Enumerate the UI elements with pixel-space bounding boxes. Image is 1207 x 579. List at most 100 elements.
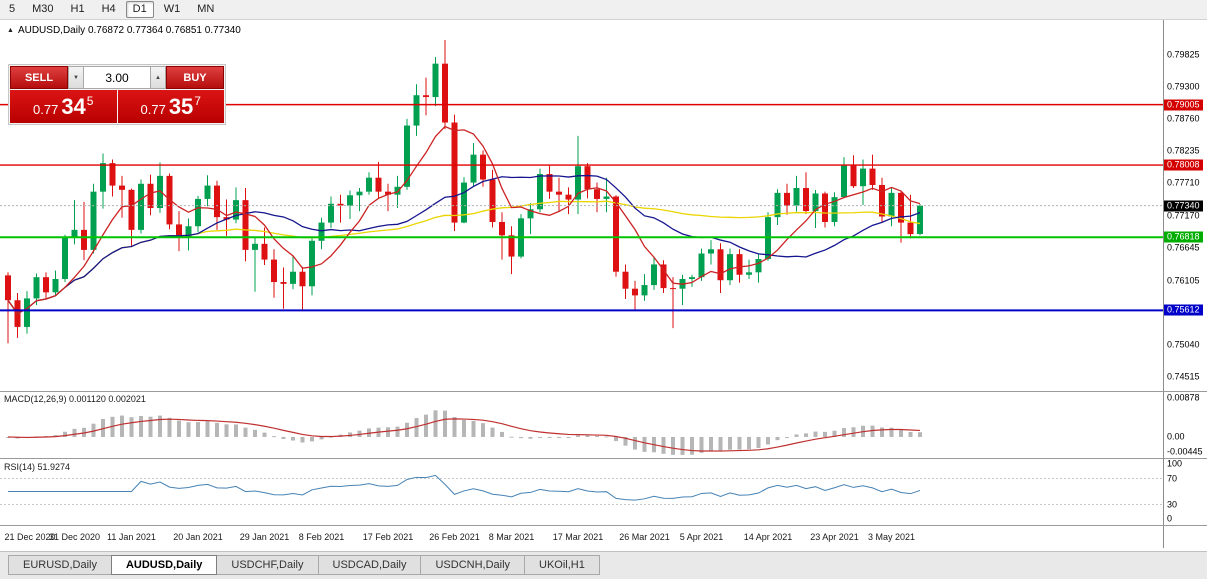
collapse-panel-icon[interactable]: ▲: [7, 26, 14, 34]
ask-price-big: 35: [168, 93, 194, 119]
candle-body: [451, 122, 458, 223]
candle-body: [271, 259, 277, 283]
macd-bar: [614, 436, 618, 442]
bid-price-prefix: 0.77: [33, 102, 59, 117]
candle: [33, 273, 40, 306]
candle-body: [214, 185, 220, 218]
macd-bar: [262, 432, 267, 437]
macd-bar: [196, 422, 200, 437]
candle-body: [204, 185, 211, 199]
candle-body: [5, 275, 11, 301]
macd-bar: [728, 436, 732, 450]
timeframe-buttons: 5 M30 H1 H4 D1 W1 MN: [2, 0, 224, 19]
candle: [62, 234, 68, 283]
candle-body: [546, 174, 553, 192]
candle-body: [575, 166, 581, 200]
pane-separator[interactable]: [0, 391, 1207, 392]
chart-tab-usdcad-daily[interactable]: USDCAD,Daily: [317, 555, 422, 575]
candle: [651, 256, 657, 290]
candle-body: [252, 243, 258, 250]
candle-body: [717, 249, 724, 281]
macd-bar: [547, 436, 552, 438]
pane-separator[interactable]: [0, 458, 1207, 459]
candle: [138, 179, 144, 234]
candle: [204, 175, 211, 207]
macd-bar: [272, 436, 276, 438]
chart-tab-ukoil-h1[interactable]: UKOil,H1: [524, 555, 600, 575]
candle: [423, 77, 429, 116]
macd-bar: [405, 422, 409, 437]
x-axis-label: 17 Mar 2021: [553, 532, 604, 542]
macd-bar: [870, 425, 875, 437]
rsi-line: [8, 474, 921, 501]
candle-body: [698, 253, 705, 278]
candle-body: [480, 154, 486, 180]
macd-bar: [595, 436, 599, 438]
candle-body: [119, 185, 125, 190]
volume-increase-button[interactable]: ▲: [150, 66, 166, 89]
macd-bar: [186, 422, 191, 437]
buy-price-button[interactable]: 0.77 35 7: [117, 90, 224, 123]
candle-body: [309, 240, 315, 287]
axis-tick-label: 100: [1167, 458, 1183, 469]
x-axis-label: 23 Apr 2021: [810, 532, 859, 542]
candle-body: [318, 222, 325, 241]
candle-body: [128, 189, 135, 230]
candle: [546, 165, 553, 199]
candle-body: [869, 168, 876, 185]
candle: [195, 195, 201, 233]
period-button-h4[interactable]: H4: [101, 3, 116, 15]
volume-input[interactable]: [84, 66, 150, 89]
candle-body: [347, 195, 353, 206]
candle: [290, 256, 296, 290]
macd-bar: [823, 431, 827, 437]
candle: [774, 189, 781, 226]
candle-body: [888, 192, 895, 217]
candle: [442, 40, 448, 130]
macd-bar: [253, 429, 257, 437]
timeframe-toolbar: 5 M30 H1 H4 D1 W1 MN: [0, 0, 1207, 20]
candle: [299, 266, 306, 310]
chart-tab-audusd-daily[interactable]: AUDUSD,Daily: [110, 555, 218, 575]
x-axis-label: 29 Jan 2021: [240, 532, 290, 542]
period-button-d1[interactable]: D1: [125, 1, 154, 18]
x-axis-label: 11 Jan 2021: [107, 532, 156, 542]
candle: [81, 201, 87, 261]
period-button-m30[interactable]: M30: [32, 3, 54, 15]
candle-body: [223, 217, 230, 220]
candle-body: [708, 249, 714, 254]
macd-bar: [699, 436, 704, 453]
buy-button[interactable]: BUY: [166, 66, 224, 89]
axis-tick-label: 0.00878: [1167, 392, 1200, 403]
candle: [5, 272, 11, 344]
period-button-w1[interactable]: W1: [163, 3, 181, 15]
macd-bar: [215, 422, 219, 437]
macd-bar: [490, 427, 495, 437]
candle: [727, 248, 733, 286]
candle: [24, 291, 30, 334]
x-axis-label: 31 Dec 2020: [49, 532, 100, 542]
x-axis-label: 17 Feb 2021: [363, 532, 414, 542]
chart-area[interactable]: 21 Dec 2020 31 Dec 2020 11 Jan 2021 20 Jan …: [0, 20, 1163, 548]
sell-button[interactable]: SELL: [10, 66, 68, 89]
sell-price-button[interactable]: 0.77 34 5: [10, 90, 117, 123]
candle-body: [299, 271, 306, 287]
chart-tab-eurusd-daily[interactable]: EURUSD,Daily: [8, 555, 112, 575]
period-button-mn[interactable]: MN: [197, 3, 215, 15]
candle: [717, 243, 724, 293]
macd-bar: [756, 436, 761, 448]
candle-body: [660, 264, 667, 289]
period-button-5[interactable]: 5: [9, 3, 16, 15]
candle: [366, 172, 372, 195]
macd-bar: [785, 436, 789, 438]
candle: [157, 162, 163, 213]
chart-tab-usdchf-daily[interactable]: USDCHF,Daily: [216, 555, 319, 575]
price-ax is[interactable]: 0.79825 0.79300 0.78760 0.78235 0.77710 0.771…: [1163, 20, 1207, 548]
volume-decrease-button[interactable]: ▼: [68, 66, 84, 89]
candle: [119, 175, 125, 218]
period-button-h1[interactable]: H1: [70, 3, 85, 15]
chart-tab-usdcnh-daily[interactable]: USDCNH,Daily: [420, 555, 526, 575]
macd-bar: [680, 436, 685, 455]
macd-bar: [500, 431, 504, 437]
